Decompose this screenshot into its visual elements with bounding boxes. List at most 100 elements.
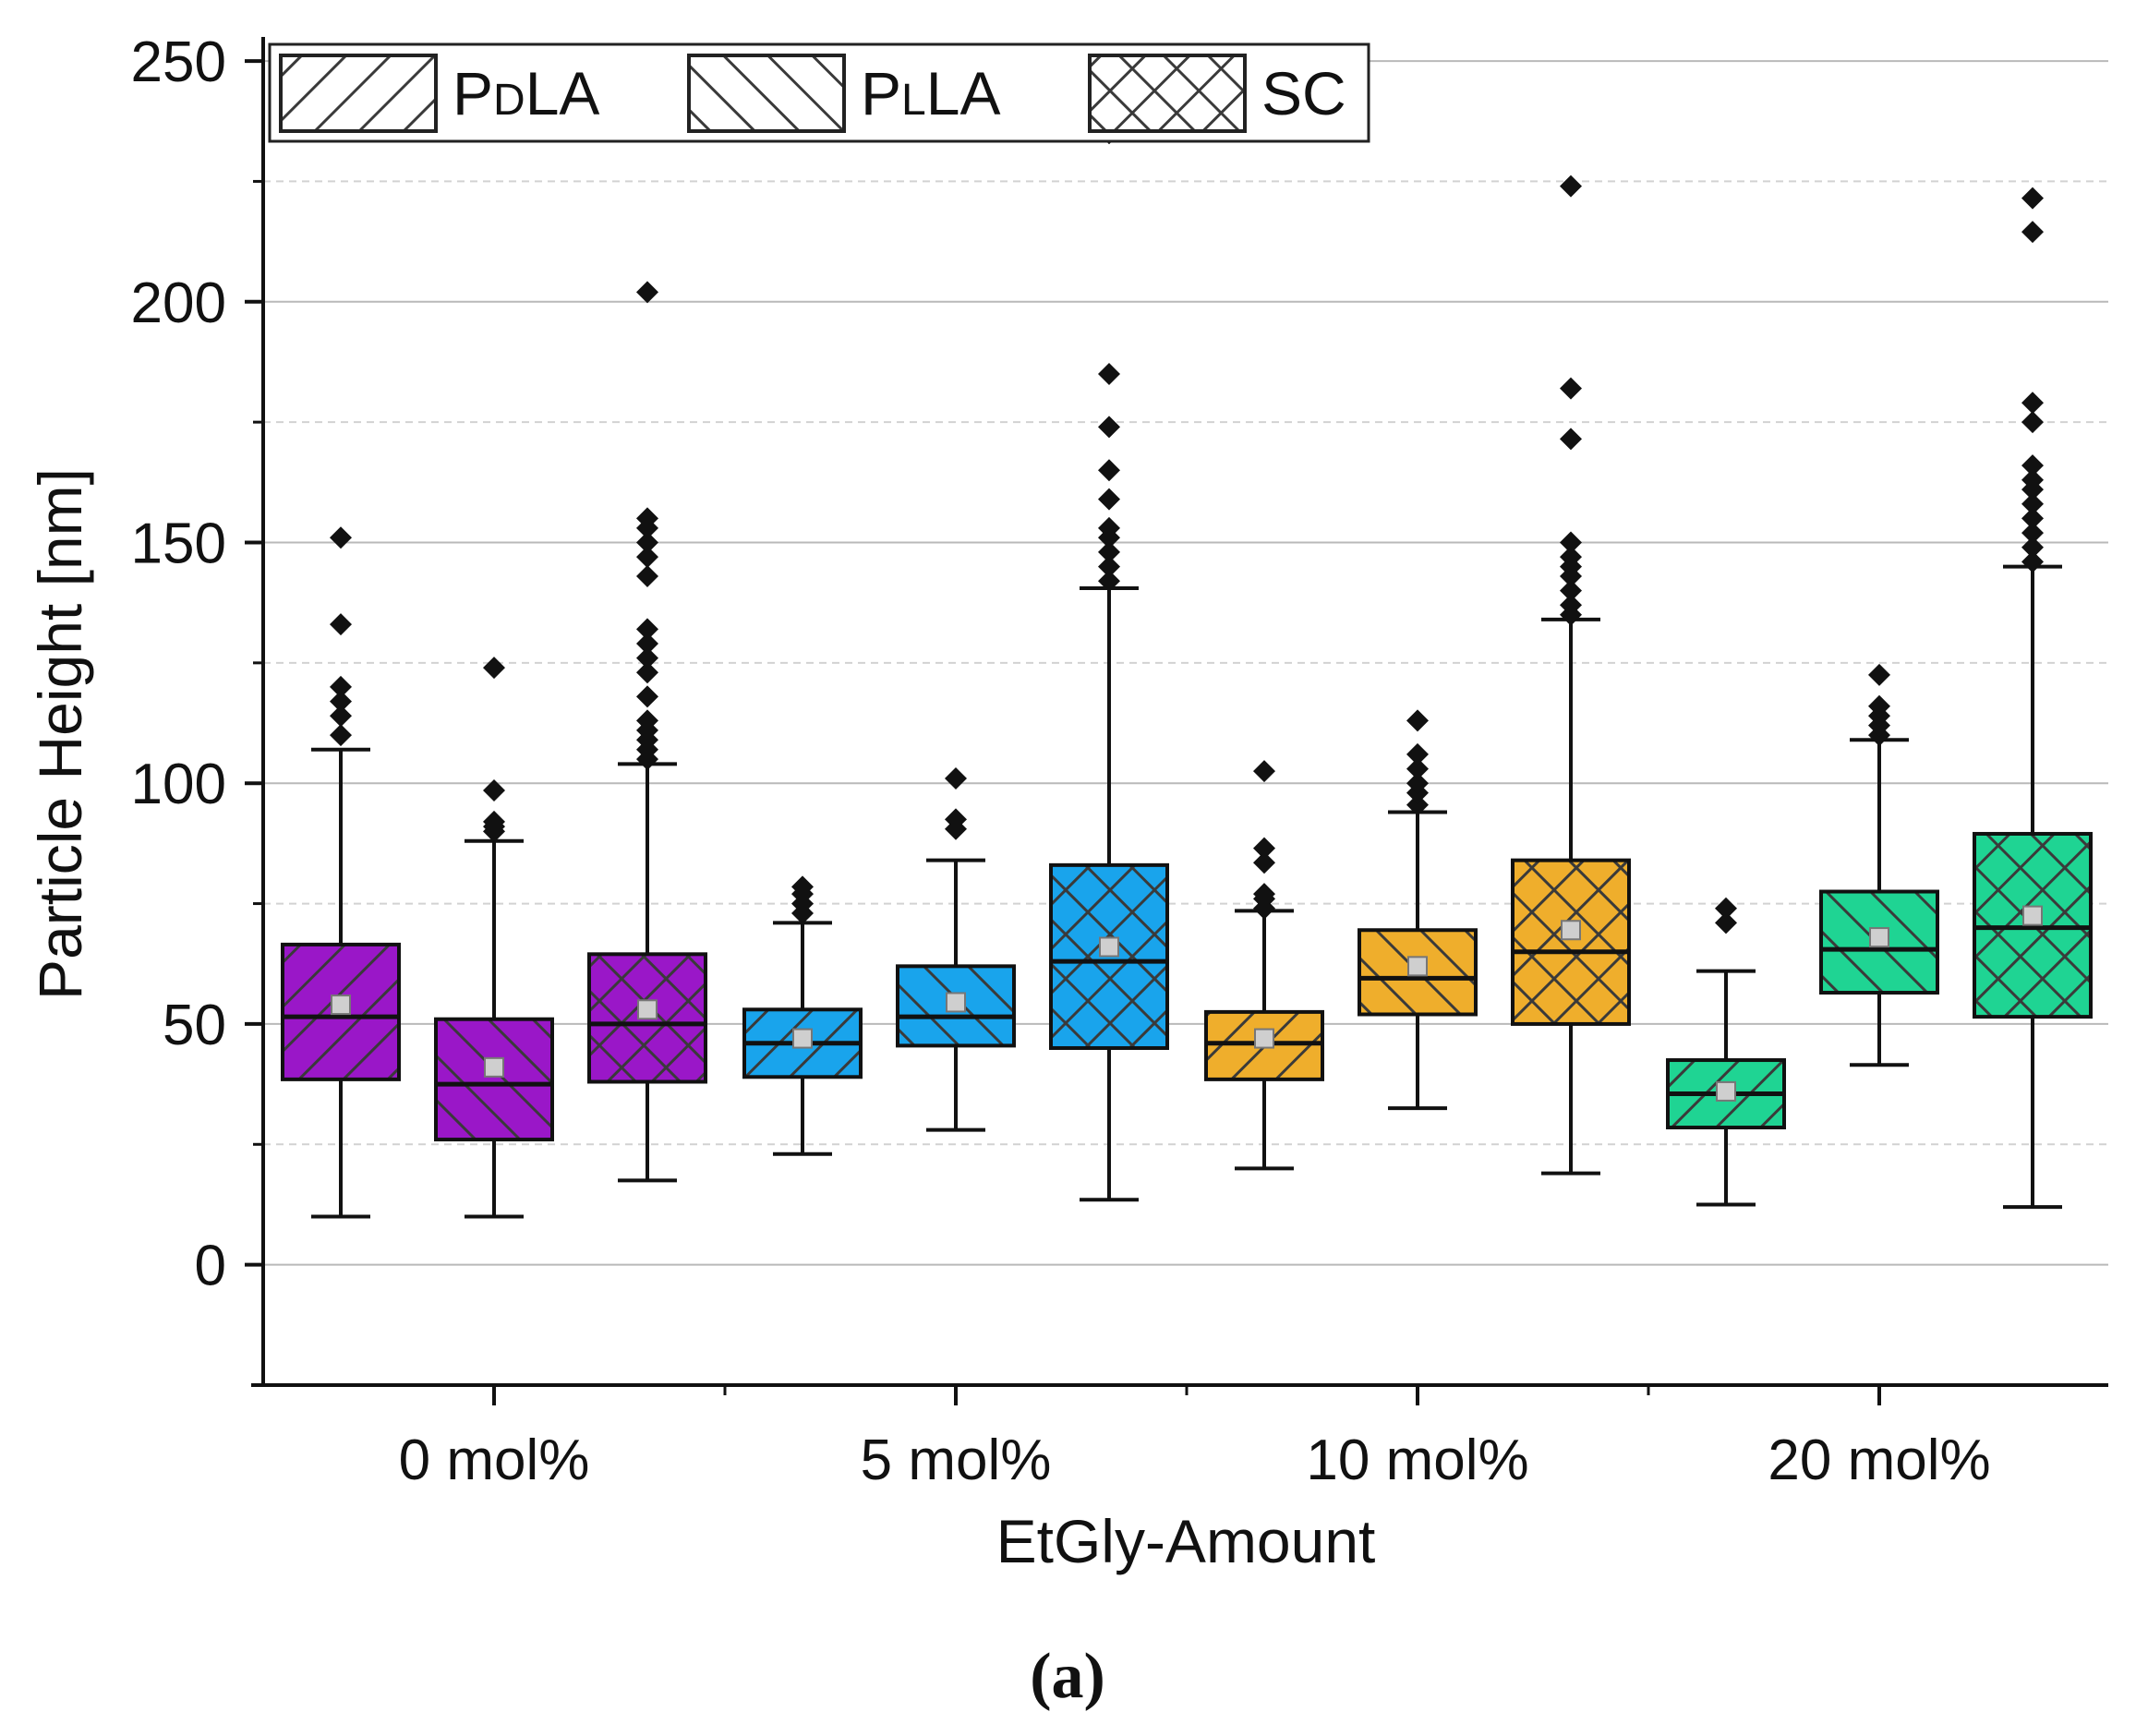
outlier-point (1406, 757, 1429, 780)
outlier-point (483, 779, 505, 802)
outlier-point (1253, 760, 1275, 783)
outlier-point (1098, 516, 1120, 539)
outlier-point (636, 565, 658, 587)
mean-marker (484, 1056, 504, 1078)
legend: PDLA PLLA SC (268, 42, 1370, 143)
outlier-point (2021, 221, 2044, 244)
mean-marker (1561, 920, 1581, 941)
outlier-point (1406, 709, 1429, 732)
x-tick-label: 0 mol% (399, 1429, 590, 1492)
mean-marker (1099, 936, 1119, 958)
outlier-point (330, 724, 352, 747)
box-group (1049, 122, 1169, 1202)
outlier-point (1098, 363, 1120, 385)
outlier-point (1406, 793, 1429, 816)
outlier-point (2021, 468, 2044, 491)
outlier-point (1560, 579, 1582, 602)
box-outline (1204, 1009, 1324, 1081)
mean-marker (946, 992, 966, 1013)
outlier-point (330, 613, 352, 636)
outlier-point (2021, 507, 2044, 530)
outlier-point (1098, 540, 1120, 563)
box-outline (1511, 858, 1631, 1026)
box-layer (281, 122, 2093, 1219)
box-group (1819, 663, 1939, 1067)
outlier-point (330, 526, 352, 549)
outlier-point (1098, 459, 1120, 482)
outlier-point (1715, 911, 1737, 934)
box-outline (1973, 831, 2093, 1019)
outlier-point (1868, 694, 1890, 717)
outlier-point (636, 531, 658, 554)
box-outline (1819, 889, 1939, 995)
x-tick-label: 10 mol% (1306, 1429, 1528, 1492)
outlier-point (330, 675, 352, 698)
mean-marker (331, 995, 351, 1016)
y-tick-label: 250 (131, 30, 226, 94)
outlier-point (791, 875, 814, 898)
box-group (1358, 709, 1478, 1111)
legend-label-pdla: PDLA (453, 59, 599, 127)
outlier-point (330, 690, 352, 713)
box-group (896, 767, 1016, 1132)
outlier-point (2021, 392, 2044, 415)
axis-layer: 0 50 100 150 200 250 0 mol% 5 mol% 10 mol% 20 mol… (131, 30, 2108, 1492)
outlier-point (2021, 411, 2044, 434)
y-tick-label: 200 (131, 271, 226, 335)
outlier-point (2021, 536, 2044, 559)
box-outline (896, 964, 1016, 1048)
outlier-point (1253, 851, 1275, 874)
mean-marker (1407, 956, 1428, 977)
mean-marker (792, 1028, 813, 1049)
legend-swatch-plla (687, 54, 846, 133)
mean-marker (1869, 927, 1889, 948)
y-tick-label: 150 (131, 512, 226, 576)
outlier-point (1560, 531, 1582, 554)
outlier-point (1098, 555, 1120, 578)
figure-caption: (a) (1030, 1641, 1105, 1712)
y-tick-label: 50 (163, 994, 226, 1057)
outlier-point (1098, 416, 1120, 439)
outlier-point (636, 685, 658, 708)
outlier-point (636, 646, 658, 669)
box-outline (434, 1017, 554, 1142)
outlier-point (1715, 897, 1737, 920)
outlier-point (483, 810, 505, 833)
outlier-point (1253, 837, 1275, 860)
box-hatch (436, 1019, 552, 1140)
box-group (1666, 897, 1786, 1207)
outlier-point (636, 709, 658, 732)
x-axis-label: EtGly-Amount (996, 1507, 1376, 1575)
outlier-point (483, 657, 505, 680)
mean-marker (1716, 1080, 1736, 1102)
outlier-point (1406, 742, 1429, 766)
outlier-point (1406, 772, 1429, 795)
outlier-point (2021, 522, 2044, 545)
box-hatch (1513, 860, 1629, 1024)
box-group (1511, 175, 1631, 1175)
mean-marker (2022, 905, 2043, 926)
box-outline (587, 952, 707, 1084)
outlier-point (636, 507, 658, 530)
x-tick-label: 20 mol% (1768, 1429, 1990, 1492)
outlier-point (636, 661, 658, 684)
outlier-point (1098, 570, 1120, 593)
box-group (587, 281, 707, 1183)
outlier-point (1253, 883, 1275, 906)
box-group (742, 875, 863, 1156)
box-group (281, 526, 401, 1219)
legend-label-sc: SC (1261, 59, 1346, 127)
y-axis-label: Particle Height [nm] (26, 468, 94, 1000)
outlier-point (1560, 428, 1582, 451)
box-group (1204, 760, 1324, 1171)
outlier-point (1560, 377, 1582, 400)
mean-marker (637, 999, 658, 1020)
y-tick-label: 0 (195, 1235, 226, 1298)
x-tick-label: 5 mol% (861, 1429, 1052, 1492)
box-outline (281, 942, 401, 1081)
y-tick-label: 100 (131, 753, 226, 816)
legend-label-plla: PLLA (861, 59, 1000, 127)
outlier-point (636, 618, 658, 641)
mean-marker (1254, 1028, 1274, 1049)
